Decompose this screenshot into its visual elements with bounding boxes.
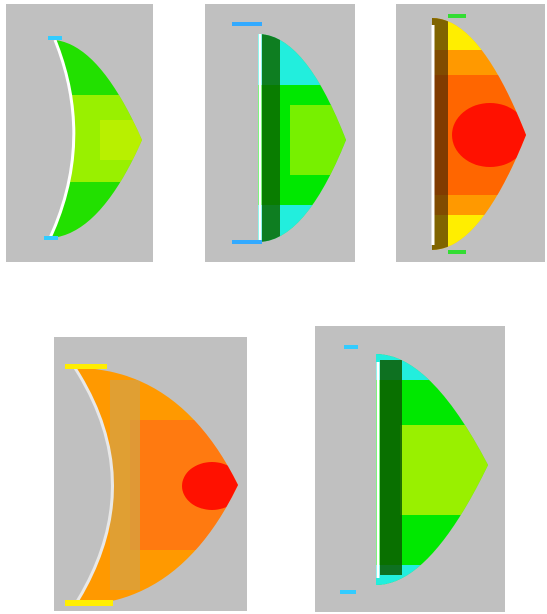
tip	[232, 240, 262, 244]
panel-1	[6, 4, 153, 262]
panel-4	[54, 337, 247, 611]
panel-5	[315, 326, 505, 612]
tip	[448, 250, 466, 254]
tip	[232, 22, 262, 26]
tip	[44, 236, 58, 240]
panel-2	[205, 4, 355, 262]
figure	[0, 0, 547, 614]
tip	[65, 364, 107, 369]
tip	[340, 590, 356, 594]
tip	[448, 14, 466, 18]
tip	[48, 36, 62, 40]
tip	[344, 345, 358, 349]
panel-3	[396, 4, 545, 262]
tip	[65, 600, 113, 606]
